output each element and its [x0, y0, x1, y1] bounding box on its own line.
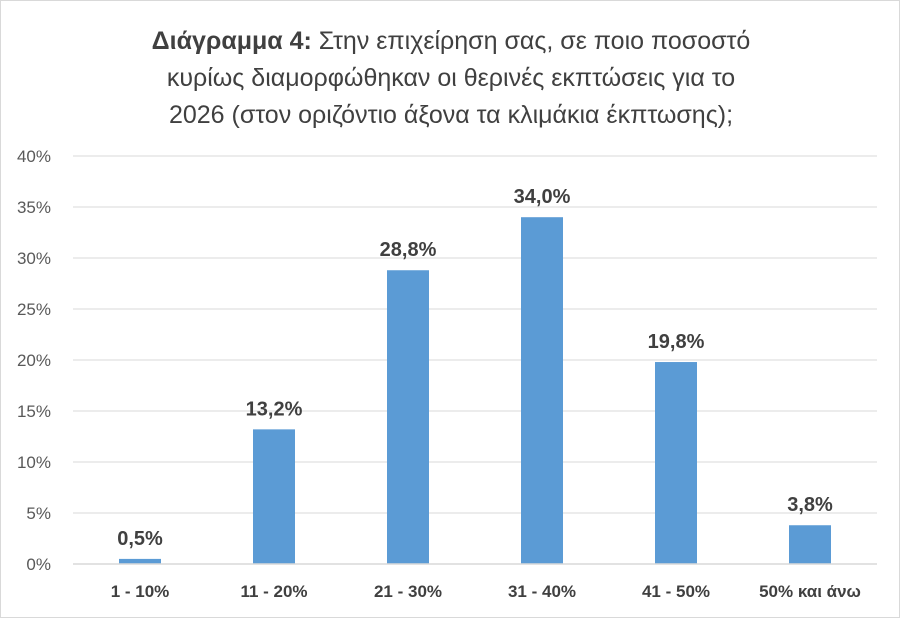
y-tick-label: 15%: [17, 402, 51, 421]
bar: [387, 270, 429, 564]
bar: [521, 217, 563, 564]
x-tick-label: 50% και άνω: [759, 582, 861, 601]
y-tick-label: 25%: [17, 300, 51, 319]
y-tick-label: 0%: [26, 555, 51, 574]
y-tick-label: 35%: [17, 198, 51, 217]
data-label: 0,5%: [117, 528, 163, 550]
data-label: 19,8%: [648, 331, 705, 353]
bar: [119, 558, 161, 564]
y-tick-label: 30%: [17, 249, 51, 268]
chart-title-prefix: Διάγραμμα 4:: [151, 27, 312, 55]
data-label: 13,2%: [246, 398, 303, 420]
chart-title-line-2: κυρίως διαμορφώθηκαν οι θερινές εκπτώσει…: [166, 64, 736, 92]
bar: [655, 362, 697, 564]
x-tick-label: 31 - 40%: [508, 582, 576, 601]
y-tick-label: 40%: [17, 147, 51, 166]
y-tick-label: 20%: [17, 351, 51, 370]
y-tick-label: 5%: [26, 504, 51, 523]
x-tick-label: 11 - 20%: [240, 582, 307, 601]
bar: [253, 429, 295, 564]
x-tick-label: 1 - 10%: [111, 582, 170, 601]
chart-title-line-1: Στην επιχείρηση σας, σε ποιο ποσοστό: [318, 27, 751, 55]
chart-title-line-3: 2026 (στον οριζόντιο άξονα τα κλιμάκια έ…: [168, 101, 734, 129]
x-tick-label: 41 - 50%: [642, 582, 710, 601]
chart-title: Διάγραμμα 4: Στην επιχείρηση σας, σε ποι…: [41, 23, 861, 134]
x-tick-label: 21 - 30%: [374, 582, 442, 601]
y-tick-label: 10%: [17, 453, 51, 472]
bar: [789, 525, 831, 564]
data-label: 34,0%: [514, 186, 571, 208]
data-label: 3,8%: [787, 494, 833, 516]
data-label: 28,8%: [380, 239, 437, 261]
